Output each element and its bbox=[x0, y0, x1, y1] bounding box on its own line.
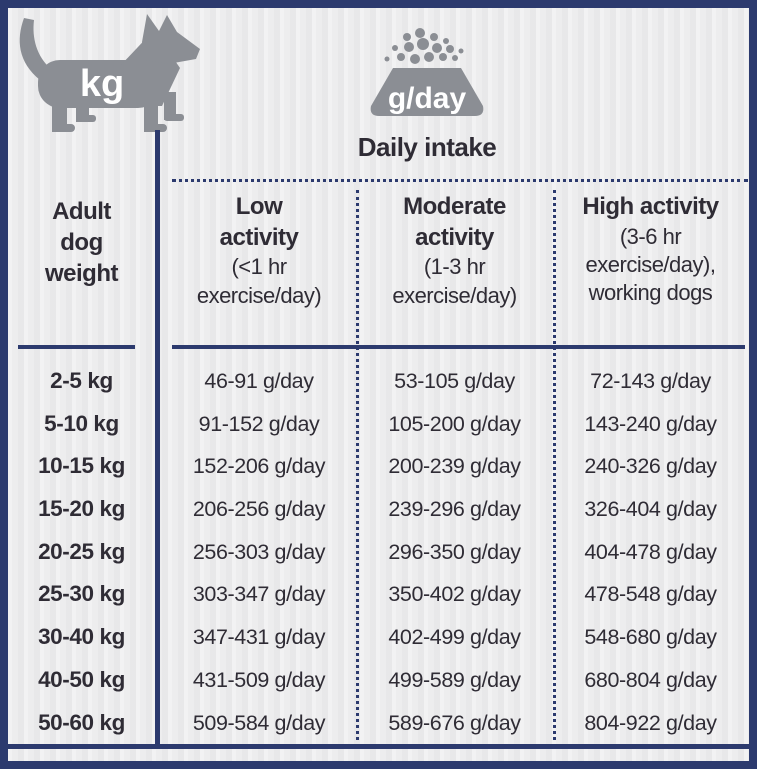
high-intake-value: 240-326 g/day bbox=[584, 454, 717, 479]
high-activity-rows: 72-143 g/day 143-240 g/day 240-326 g/day 32… bbox=[553, 360, 748, 744]
moderate-intake-value: 589-676 g/day bbox=[388, 710, 521, 735]
low-intake-value: 347-431 g/day bbox=[192, 625, 326, 650]
food-bowl-icon: g/day bbox=[357, 24, 497, 128]
dog-silhouette-icon: kg bbox=[19, 14, 200, 132]
high-activity-label: High activity bbox=[582, 193, 719, 220]
moderate-intake-value: 105-200 g/day bbox=[388, 411, 521, 436]
low-intake-value: 152-206 g/day bbox=[192, 454, 326, 479]
weight-range: 2-5 kg bbox=[50, 368, 113, 393]
card-background: kg g/day Daily intake bbox=[8, 8, 749, 761]
weight-range: 5-10 kg bbox=[44, 410, 119, 436]
high-intake-value: 326-404 g/day bbox=[584, 497, 717, 522]
moderate-intake-value: 499-589 g/day bbox=[388, 667, 521, 692]
moderate-activity-label: Moderate activity bbox=[403, 193, 506, 251]
header-dotted-line bbox=[172, 179, 748, 182]
weight-range: 40-50 kg bbox=[38, 666, 125, 692]
bowl-kibble-icon: g/day bbox=[370, 28, 484, 116]
column-header-high: High activity (3-6 hr exercise/day), wor… bbox=[553, 192, 748, 307]
column-header-moderate: Moderate activity (1-3 hr exercise/day) bbox=[356, 192, 553, 310]
weight-header-rule bbox=[18, 345, 135, 349]
high-intake-value: 548-680 g/day bbox=[584, 625, 717, 650]
daily-intake-title: Daily intake bbox=[357, 132, 497, 162]
high-intake-value: 143-240 g/day bbox=[584, 411, 717, 436]
high-intake-value: 404-478 g/day bbox=[584, 539, 717, 564]
weight-range: 15-20 kg bbox=[38, 496, 125, 522]
kg-badge-label: kg bbox=[80, 63, 124, 105]
gday-badge-label: g/day bbox=[388, 82, 467, 115]
moderate-intake-value: 53-105 g/day bbox=[394, 369, 515, 393]
low-intake-value: 91-152 g/day bbox=[198, 411, 320, 436]
bowl-shape bbox=[370, 68, 484, 116]
low-moderate-dotted-divider bbox=[356, 190, 359, 740]
weight-range: 10-15 kg bbox=[38, 453, 125, 479]
weight-range: 50-60 kg bbox=[38, 709, 125, 735]
moderate-intake-value: 296-350 g/day bbox=[388, 539, 521, 564]
weight-column-header: Adult dog weight bbox=[45, 198, 119, 288]
data-header-rule bbox=[172, 345, 745, 349]
low-intake-value: 206-256 g/day bbox=[192, 497, 326, 522]
weight-rows: 2-5 kg 5-10 kg 10-15 kg 15-20 kg 20-25 kg 25-… bbox=[8, 360, 155, 744]
high-intake-value: 478-548 g/day bbox=[584, 582, 717, 607]
weight-column-divider bbox=[155, 130, 160, 749]
high-intake-value: 804-922 g/day bbox=[584, 710, 717, 735]
table-bottom-rule bbox=[8, 744, 749, 749]
low-activity-sublabel: (<1 hr exercise/day) bbox=[196, 254, 322, 308]
low-intake-value: 46-91 g/day bbox=[204, 369, 314, 393]
moderate-intake-value: 350-402 g/day bbox=[388, 582, 521, 607]
moderate-activity-rows: 53-105 g/day 105-200 g/day 200-239 g/day 23… bbox=[356, 360, 553, 744]
low-intake-value: 509-584 g/day bbox=[192, 710, 326, 735]
moderate-high-dotted-divider bbox=[553, 190, 556, 740]
moderate-intake-value: 239-296 g/day bbox=[388, 497, 521, 522]
moderate-activity-sublabel: (1-3 hr exercise/day) bbox=[392, 254, 517, 308]
low-intake-value: 303-347 g/day bbox=[192, 582, 326, 607]
moderate-intake-value: 200-239 g/day bbox=[388, 454, 521, 479]
weight-range: 20-25 kg bbox=[38, 538, 125, 564]
high-intake-value: 72-143 g/day bbox=[590, 369, 711, 393]
weight-range: 25-30 kg bbox=[38, 581, 125, 607]
low-intake-value: 256-303 g/day bbox=[192, 539, 326, 564]
low-activity-label: Low activity bbox=[219, 193, 299, 251]
kibble-dots bbox=[384, 28, 464, 64]
high-intake-value: 680-804 g/day bbox=[584, 667, 717, 692]
moderate-intake-value: 402-499 g/day bbox=[388, 625, 521, 650]
dog-weight-icon: kg bbox=[8, 10, 200, 140]
low-activity-rows: 46-91 g/day 91-152 g/day 152-206 g/day 206-… bbox=[162, 360, 356, 744]
high-activity-sublabel: (3-6 hr exercise/day), working dogs bbox=[585, 223, 716, 306]
weight-range: 30-40 kg bbox=[38, 624, 125, 650]
low-intake-value: 431-509 g/day bbox=[192, 667, 326, 692]
column-header-low: Low activity (<1 hr exercise/day) bbox=[162, 192, 356, 310]
